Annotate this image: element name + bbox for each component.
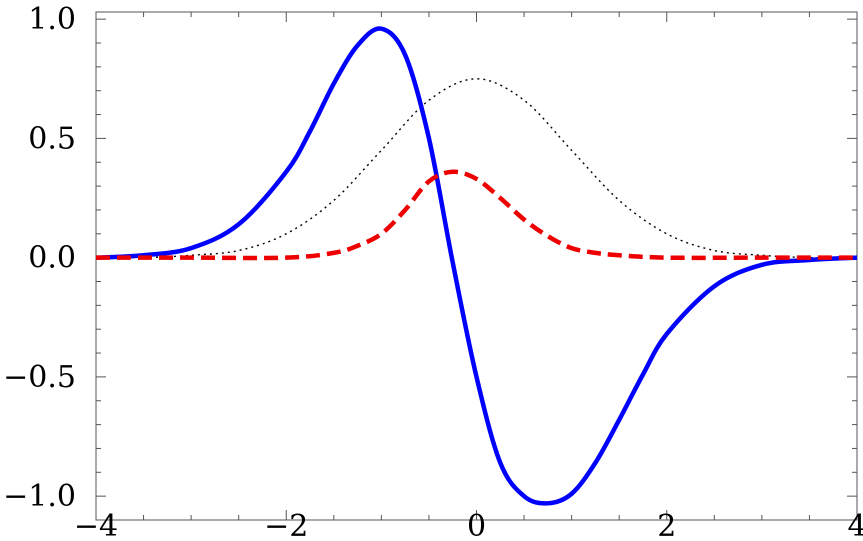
- y-axis: 1.0 0.5 0.0 −0.5 −1.0: [3, 2, 857, 514]
- dotted-black-curve: [95, 78, 858, 259]
- x-tick-label: −2: [264, 509, 308, 541]
- y-tick-label: 1.0: [28, 2, 76, 37]
- plot-border: [95, 11, 858, 521]
- x-tick-label: 2: [657, 509, 676, 541]
- y-tick-label: −1.0: [3, 479, 76, 514]
- solid-blue-curve: [95, 26, 858, 506]
- y-tick-label: −0.5: [3, 360, 76, 395]
- dashed-red-curve: [96, 169, 857, 261]
- y-tick-label: 0.5: [28, 121, 76, 156]
- series-layer: [95, 26, 858, 506]
- x-tick-label: −4: [74, 509, 118, 541]
- x-tick-label: 0: [467, 509, 486, 541]
- x-axis: −4 −2 0 2 4: [74, 12, 863, 541]
- y-tick-label: 0.0: [28, 241, 76, 276]
- plot-frame: [95, 11, 858, 521]
- x-tick-label: 4: [847, 509, 863, 541]
